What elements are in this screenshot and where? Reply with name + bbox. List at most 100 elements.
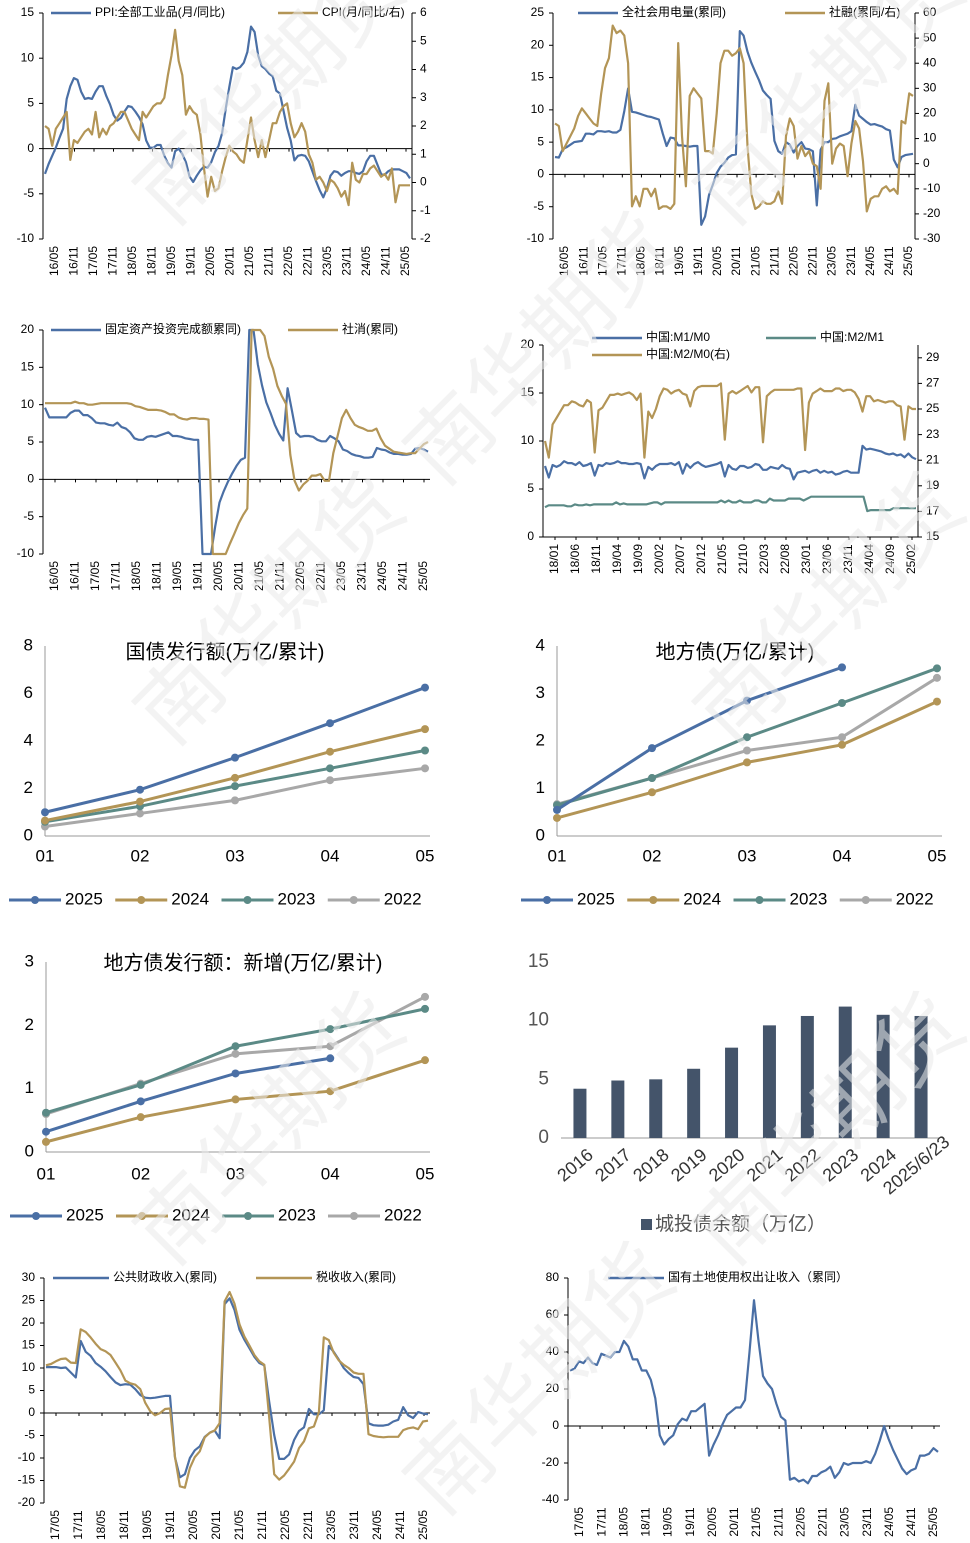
bar-2017: [611, 1080, 625, 1138]
data-point-2025-01: [553, 805, 561, 814]
x-tick-label: 25/05: [398, 246, 412, 276]
x-tick-label: 18/11: [145, 246, 159, 275]
x-tick-label: 22/05: [793, 1507, 807, 1537]
legend-label: 2022: [384, 1205, 422, 1224]
x-tick-label: 23/05: [324, 1510, 338, 1540]
y-tick-label: 15: [521, 385, 535, 399]
y-tick-label: 5: [537, 134, 544, 148]
x-tick-label: 23/11: [355, 561, 369, 590]
data-point-2024-02: [136, 1113, 145, 1122]
x-tick-label: 04: [321, 846, 340, 865]
x-tick-label: 24/09: [883, 544, 897, 574]
x-tick-label: 20/07: [673, 544, 687, 574]
x-tick-label: 18/05: [634, 246, 648, 276]
x-tick-label: 2017: [591, 1145, 635, 1186]
y-tick-label: 0: [537, 167, 544, 181]
legend-marker: [543, 896, 551, 904]
data-point-2022-05: [421, 764, 429, 773]
x-tick-label: 21/11: [273, 561, 287, 590]
legend-label: 2024: [172, 1205, 210, 1224]
y2-tick-label: 60: [923, 5, 937, 19]
x-tick-label: 17/05: [595, 246, 609, 276]
bar-2024: [876, 1014, 890, 1138]
data-point-2024-04: [838, 740, 846, 749]
y-tick-label: -20: [18, 1495, 36, 1509]
y-tick-label: 1: [536, 778, 545, 797]
x-tick-label: 2018: [629, 1145, 673, 1186]
bar-2020: [725, 1047, 739, 1138]
x-tick-label: 19/11: [691, 246, 705, 275]
y-tick-label: 80: [546, 1270, 560, 1284]
x-tick-label: 23/01: [799, 544, 813, 574]
x-tick-label: 21/05: [242, 246, 256, 276]
y-tick-label: 10: [528, 1010, 549, 1031]
legend-label: 2023: [278, 1205, 316, 1224]
y-tick-label: 5: [27, 96, 34, 110]
y2-tick-label: 30: [923, 81, 937, 95]
legend-marker: [350, 1212, 358, 1220]
x-tick-label: 24/11: [904, 1507, 918, 1536]
data-point-2022-05: [933, 673, 941, 682]
y2-tick-label: 20: [923, 106, 937, 120]
legend-marker: [32, 1212, 40, 1220]
y2-tick-label: 0: [420, 175, 427, 189]
x-tick-label: 20/11: [727, 1507, 741, 1536]
x-tick-label: 16/05: [557, 246, 571, 276]
x-tick-label: 20/02: [652, 544, 666, 574]
x-tick-label: 18/11: [589, 544, 603, 573]
x-tick-label: 23/05: [334, 561, 348, 591]
legend-label: 全社会用电量(累同): [622, 4, 726, 19]
legend-label: 国有土地使用权出让收入（累同）: [668, 1269, 848, 1284]
data-point-2024-01: [41, 816, 49, 825]
x-tick-label: 19/11: [184, 246, 198, 275]
x-tick-label: 21/11: [771, 1507, 785, 1536]
chart-money-ratio: 0 5 10 15 20 15 17 19 21 23 25 27 29 18/01 18/06 18/11 1…: [521, 329, 940, 574]
x-tick-label: 18/05: [616, 1507, 630, 1537]
data-point-2023-02: [136, 1080, 145, 1089]
data-point-2024-01: [42, 1137, 50, 1146]
y2-tick-label: 17: [926, 504, 940, 518]
x-tick-label: 20/05: [186, 1510, 200, 1540]
y2-tick-label: 29: [926, 350, 940, 364]
chart-fai-retail: -10 -5 0 5 10 15 20 16/05 16/11 17/05 17/11 18/05 18…: [17, 321, 431, 591]
data-point-2022-03: [231, 1049, 240, 1058]
chart-lgfv-debt: 0510152016201720182019202020212022202320…: [528, 951, 953, 1235]
y-tick-label: -10: [17, 546, 35, 560]
legend-label: 社消(累同): [342, 321, 398, 336]
legend-label: 中国:M2/M0(右): [646, 346, 730, 361]
data-point-2022-04: [326, 776, 334, 785]
x-tick-label: 16/05: [47, 561, 61, 591]
series-line-1: [554, 24, 914, 213]
x-tick-label: 03: [226, 846, 245, 865]
y-tick-label: 15: [531, 70, 545, 84]
bar-2022: [800, 1015, 814, 1138]
series-line-1: [45, 328, 429, 556]
data-point-2024-05: [933, 697, 941, 706]
y-tick-label: -10: [17, 231, 35, 245]
x-tick-label: 21/05: [715, 544, 729, 574]
x-tick-label: 17/05: [48, 1510, 62, 1540]
data-point-2025-02: [136, 1097, 145, 1106]
x-tick-label: 2016: [553, 1145, 597, 1186]
series-line-1: [44, 28, 410, 207]
data-point-2024-01: [553, 813, 561, 822]
legend-marker: [138, 1212, 146, 1220]
x-tick-label: 01: [548, 846, 567, 865]
legend-label: 税收收入(累同): [316, 1270, 396, 1284]
y-tick-label: 15: [528, 951, 549, 972]
bar-2018: [649, 1079, 663, 1138]
x-tick-label: 24/04: [862, 544, 876, 574]
x-tick-label: 18/11: [117, 1510, 131, 1539]
x-tick-label: 18/05: [129, 561, 143, 591]
x-tick-label: 22/11: [301, 1510, 315, 1539]
x-tick-label: 22/08: [778, 544, 792, 574]
y2-tick-label: 25: [926, 401, 940, 415]
y-tick-label: 10: [21, 397, 35, 411]
series-line-2025: [556, 665, 843, 812]
legend-label: 2022: [384, 889, 422, 908]
x-tick-label: 17/05: [572, 1507, 586, 1537]
y-tick-label: 0: [28, 1405, 35, 1419]
legend-label: 2024: [683, 889, 721, 908]
